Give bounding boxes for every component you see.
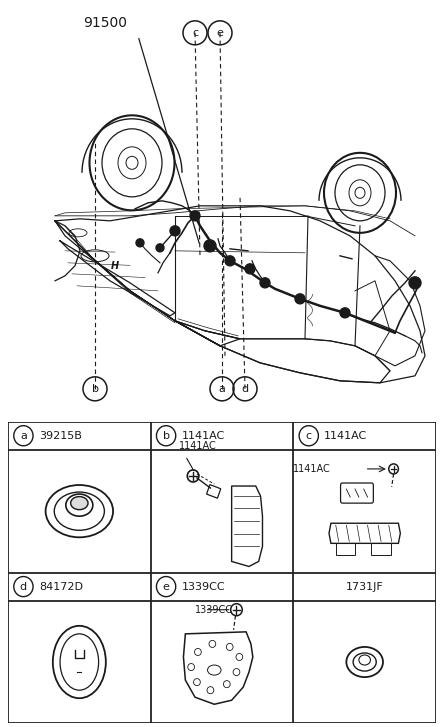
Circle shape (156, 244, 164, 252)
Text: a: a (218, 384, 226, 394)
Circle shape (409, 277, 421, 289)
Circle shape (260, 278, 270, 288)
Bar (336, 543, 355, 555)
Text: 1141AC: 1141AC (178, 441, 216, 451)
Circle shape (136, 239, 144, 247)
Text: 1141AC: 1141AC (324, 430, 368, 441)
Text: 1731JF: 1731JF (346, 582, 384, 592)
Text: b: b (163, 430, 170, 441)
Circle shape (170, 226, 180, 236)
Text: c: c (192, 28, 198, 38)
Text: 39215B: 39215B (39, 430, 82, 441)
Text: 1141AC: 1141AC (293, 464, 331, 474)
Bar (206, 485, 221, 498)
Text: e: e (163, 582, 170, 592)
Text: b: b (91, 384, 99, 394)
Circle shape (245, 264, 255, 274)
Text: 84172D: 84172D (39, 582, 83, 592)
Circle shape (340, 308, 350, 318)
Circle shape (225, 256, 235, 266)
Circle shape (295, 294, 305, 304)
Circle shape (190, 211, 200, 221)
Bar (372, 543, 391, 555)
Circle shape (204, 240, 216, 252)
Text: 1141AC: 1141AC (182, 430, 225, 441)
Text: d: d (242, 384, 249, 394)
Text: d: d (20, 582, 27, 592)
Text: 91500: 91500 (83, 16, 127, 30)
Text: H: H (111, 261, 119, 271)
Text: c: c (306, 430, 312, 441)
Text: 1339CC: 1339CC (195, 605, 233, 615)
Ellipse shape (71, 497, 88, 510)
Text: 1339CC: 1339CC (182, 582, 225, 592)
Text: a: a (20, 430, 27, 441)
Text: e: e (217, 28, 223, 38)
